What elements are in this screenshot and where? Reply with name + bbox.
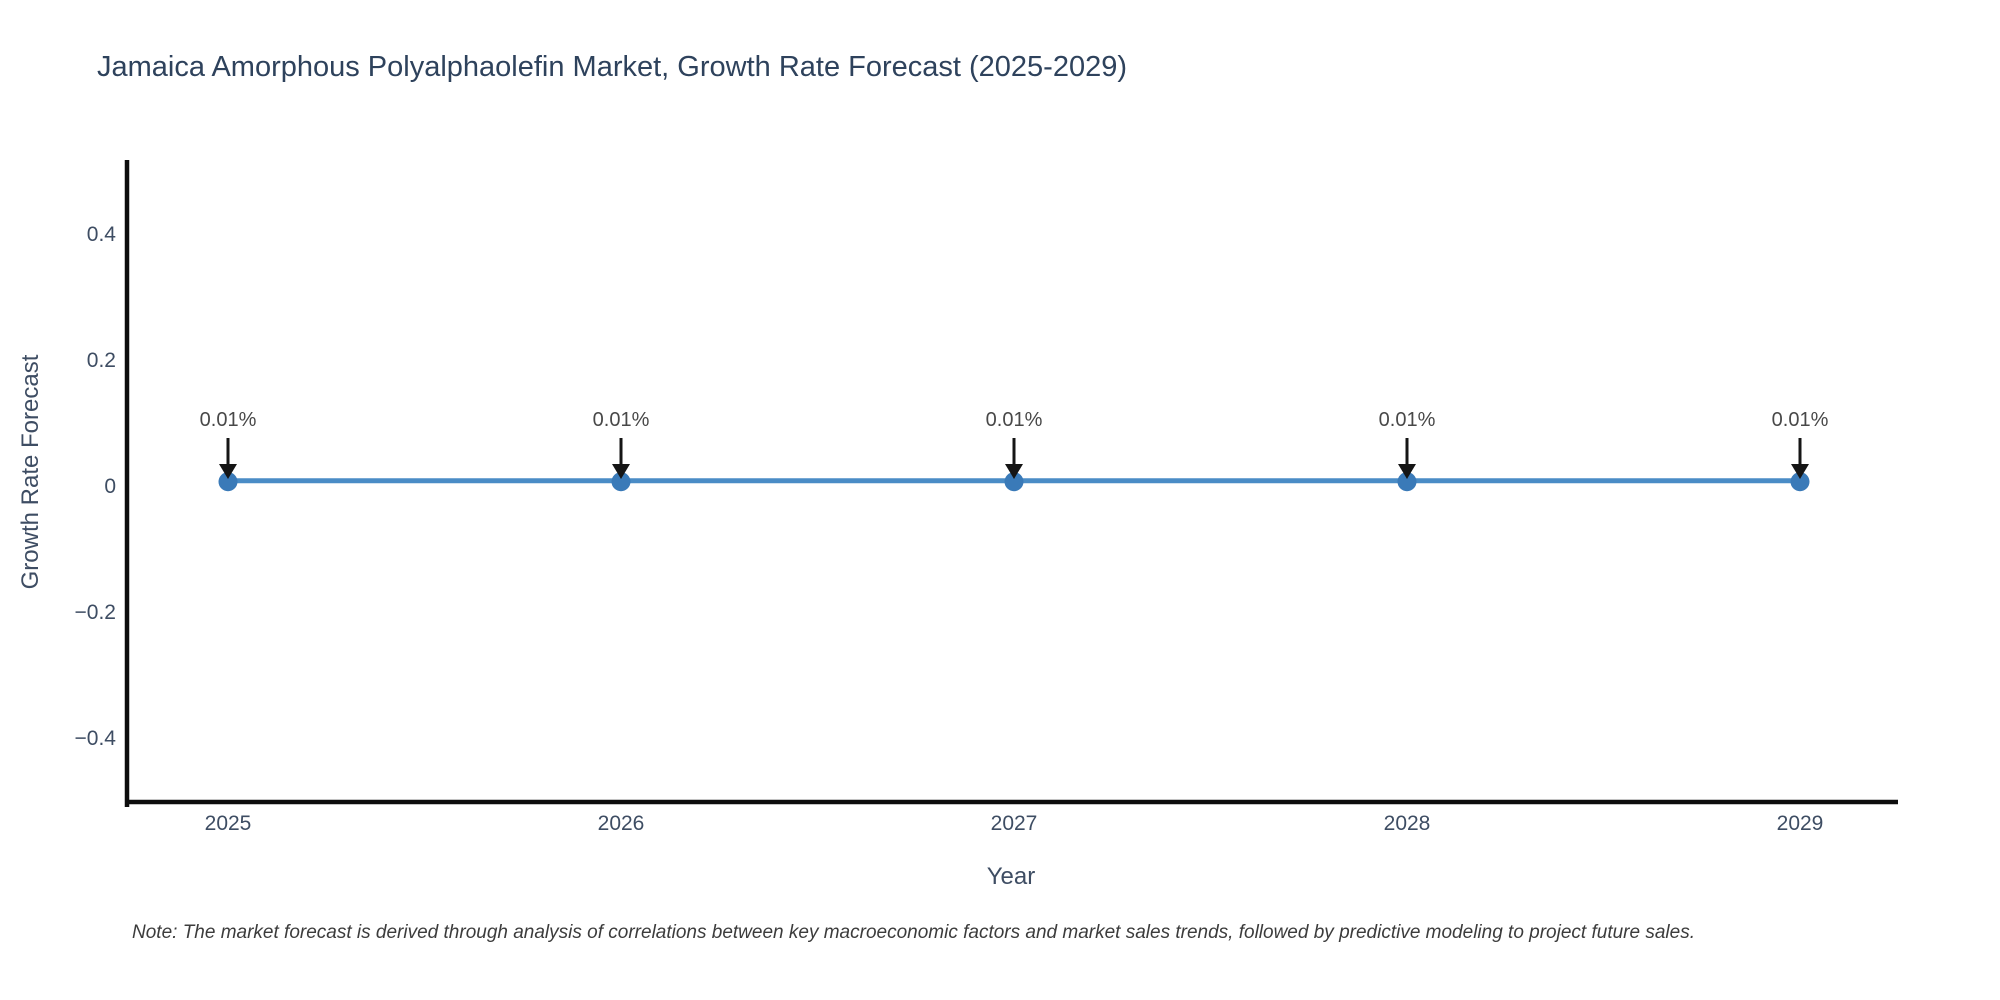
y-tick-label: 0.2	[86, 349, 116, 372]
point-annotation: 0.01%	[199, 409, 257, 431]
x-tick-label: 2028	[1383, 812, 1431, 835]
annotation-arrow-head-icon	[1791, 464, 1809, 479]
point-annotation: 0.01%	[1771, 409, 1829, 431]
x-axis-title: Year	[986, 863, 1036, 890]
x-tick-label: 2027	[990, 812, 1038, 835]
x-tick-label: 2029	[1776, 812, 1824, 835]
data-point-marker[interactable]	[611, 472, 631, 492]
data-point-marker[interactable]	[218, 472, 238, 492]
point-annotation: 0.01%	[1378, 409, 1436, 431]
data-point-marker[interactable]	[1397, 472, 1417, 492]
y-tick-label: −0.4	[74, 727, 116, 750]
x-tick-label: 2026	[597, 812, 645, 835]
chart-title: Jamaica Amorphous Polyalphaolefin Market…	[97, 51, 1128, 83]
annotation-arrow-head-icon	[219, 464, 237, 479]
annotation-arrow-head-icon	[1005, 464, 1023, 479]
data-point-marker[interactable]	[1790, 472, 1810, 492]
annotation-arrow-head-icon	[612, 464, 630, 479]
y-tick-label: −0.2	[74, 601, 116, 624]
point-annotation: 0.01%	[592, 409, 650, 431]
data-point-marker[interactable]	[1004, 472, 1024, 492]
point-annotation: 0.01%	[985, 409, 1043, 431]
y-tick-label: 0	[104, 475, 116, 498]
annotation-arrow-head-icon	[1398, 464, 1416, 479]
x-tick-label: 2025	[204, 812, 252, 835]
y-tick-label: 0.4	[86, 223, 116, 246]
footnote: Note: The market forecast is derived thr…	[132, 922, 1695, 943]
